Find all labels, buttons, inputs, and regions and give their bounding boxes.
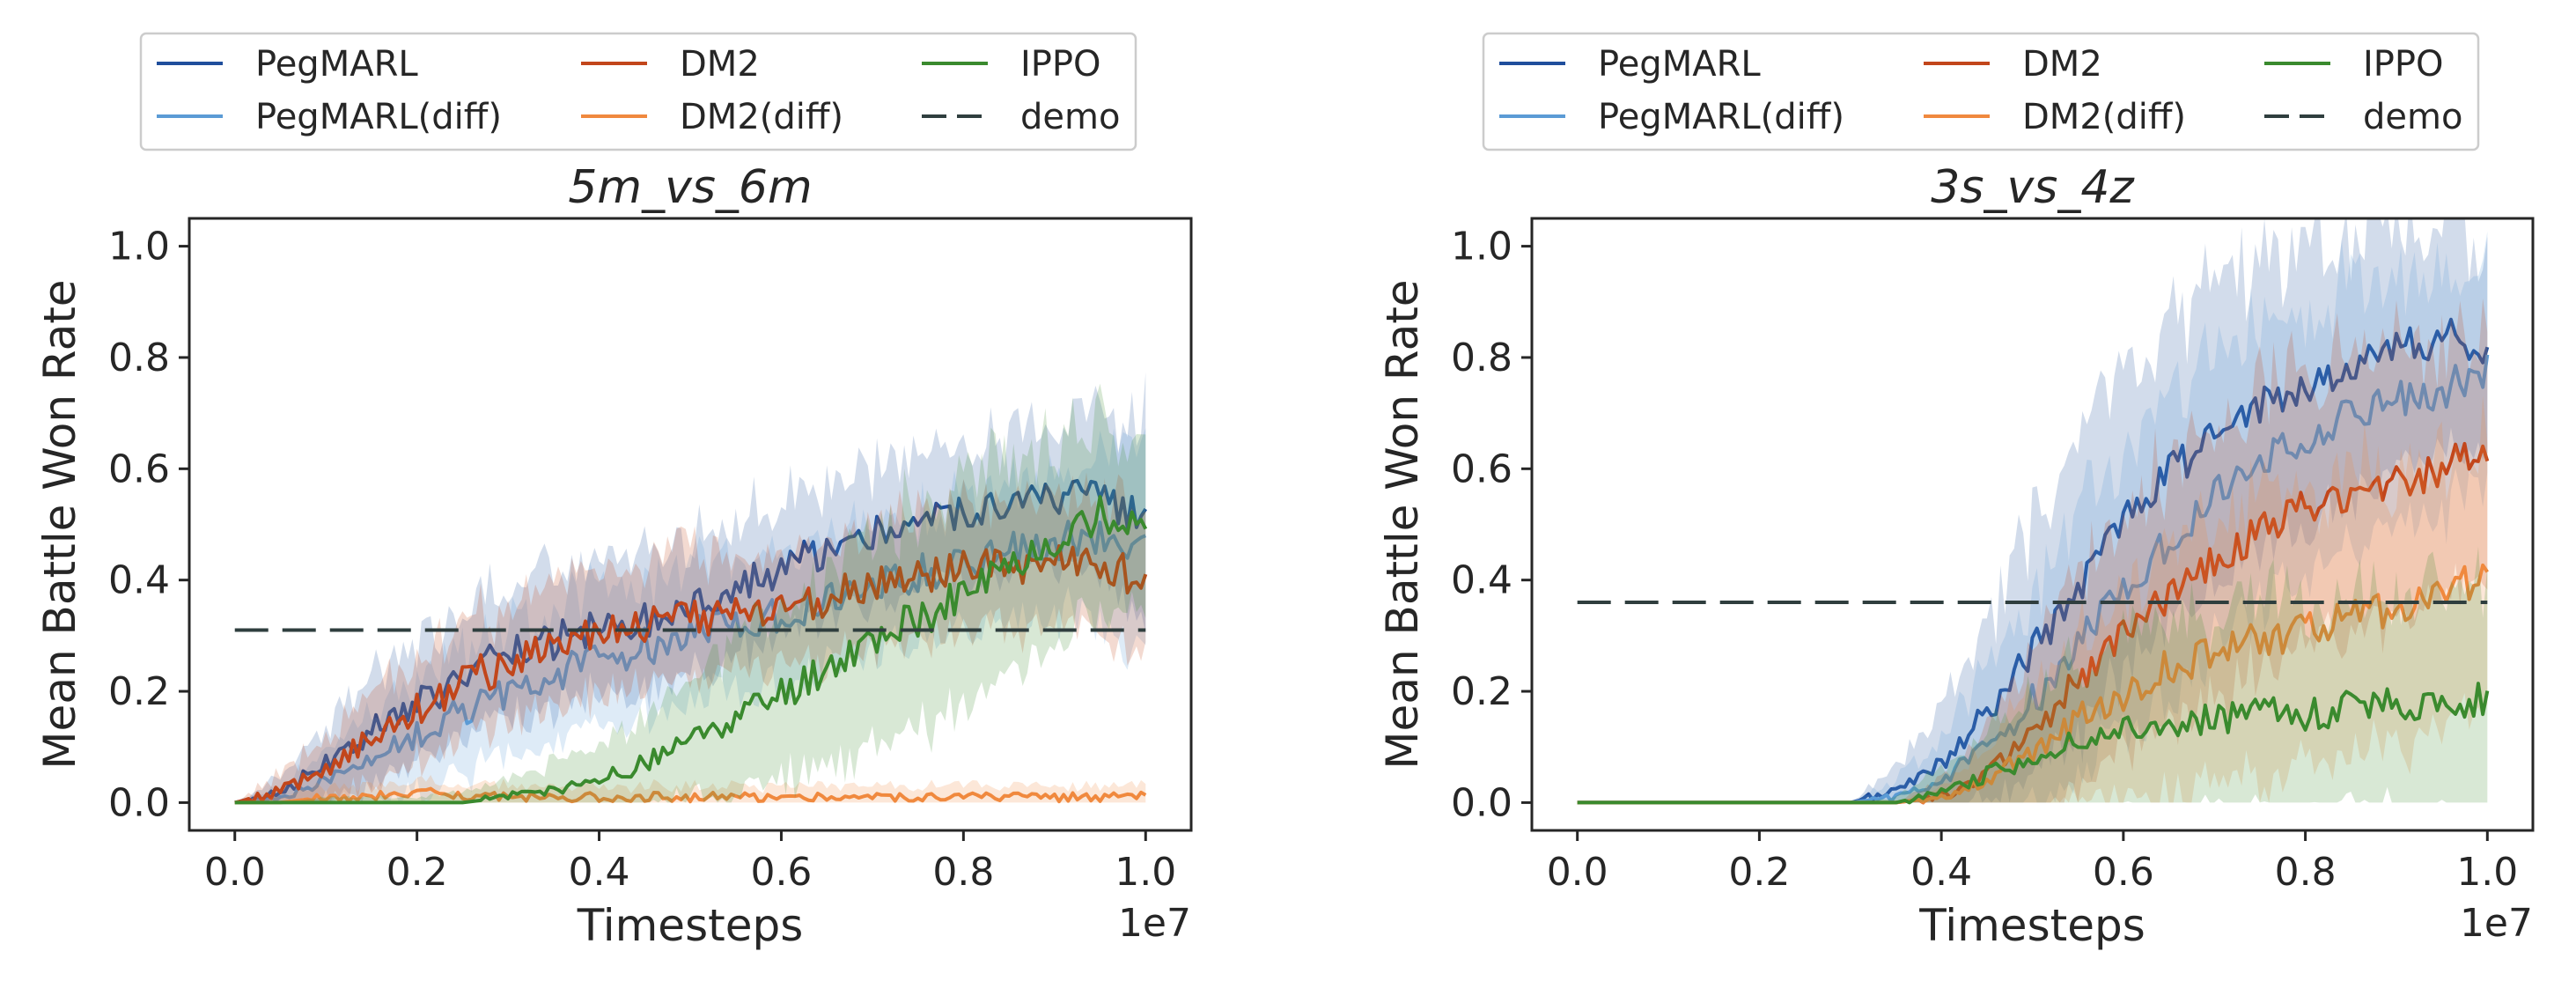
y-tick-label: 0.2 [108,669,170,714]
series-band-pegmarl [234,372,1146,803]
series-band-pegmarl-diff- [1577,231,2488,803]
legend-label: DM2(diff) [2022,97,2186,137]
x-tick-label: 0.4 [569,850,630,895]
legend: PegMARL PegMARL(diff) DM2 DM2(diff) IPPO demo [139,32,1137,151]
plot-area [1577,218,2490,805]
plot-area [234,372,1148,805]
y-tick-label: 0.4 [1451,558,1512,603]
chart-panel-0: 0.0 0.2 0.4 0.6 0.8 1.0 0.0 0.2 0.4 0.6 0.8 1.0 Time… [34,32,1193,951]
y-tick-label: 0.2 [1451,669,1512,714]
x-axis-label: Timesteps [1918,900,2145,951]
y-tick-label: 1.0 [108,225,170,269]
y-tick-label: 1.0 [1451,225,1512,269]
series-band-dm2 [1577,298,2488,803]
legend-label: DM2 [2022,44,2102,85]
x-tick-label: 0.2 [386,850,448,895]
y-tick-label: 0.4 [108,558,170,603]
y-tick-label: 0.8 [108,336,170,380]
x-tick-label: 0.8 [932,850,994,895]
legend-label: PegMARL [1598,44,1761,85]
plot-frame [188,217,1193,832]
x-offset-label: 1e7 [1118,901,1191,946]
legend-box [139,32,1137,151]
chart-panel-1: 0.0 0.2 0.4 0.6 0.8 1.0 0.0 0.2 0.4 0.6 0.8 1.0 Time… [1377,32,2535,951]
y-axis-label: Mean Battle Won Rate [1377,279,1428,769]
legend-label: PegMARL(diff) [255,97,502,137]
x-tick-label: 0.6 [750,850,812,895]
series-line-dm2 [234,544,1148,805]
y-tick-label: 0.0 [108,780,170,825]
legend-label: DM2 [680,44,760,85]
x-tick-label: 0.4 [1910,850,1972,895]
x-offset-label: 1e7 [2460,901,2533,946]
legend-label: DM2(diff) [680,97,843,137]
legend-label: IPPO [2363,44,2444,85]
x-tick-label: 0.2 [1728,850,1790,895]
y-tick-label: 0.6 [108,446,170,491]
series-band-pegmarl [1577,218,2488,803]
series-line-ippo [1577,682,2490,805]
x-tick-label: 1.0 [2456,850,2518,895]
legend: PegMARL PegMARL(diff) DM2 DM2(diff) IPPO demo [1482,32,2480,151]
chart-title: 3s_vs_4z [1931,161,2135,214]
y-axis-label: Mean Battle Won Rate [34,279,85,769]
y-tick-label: 0.0 [1451,780,1512,825]
y-tick-label: 0.6 [1451,446,1512,491]
plot-frame [1530,217,2535,832]
y-tick-label: 0.8 [1451,336,1512,380]
legend-label: IPPO [1020,44,1101,85]
series-band-dm2-diff- [1577,395,2488,803]
legend-label: PegMARL [255,44,418,85]
legend-label: PegMARL(diff) [1598,97,1844,137]
x-tick-label: 0.6 [2093,850,2154,895]
x-tick-label: 0.0 [1547,850,1608,895]
series-line-ippo [234,495,1148,805]
series-line-dm2-diff- [234,786,1147,805]
chart-title: 5m_vs_6m [568,161,812,214]
legend-label: demo [1020,97,1120,137]
legend-label: demo [2363,97,2462,137]
legend-box [1482,32,2480,151]
x-tick-label: 0.8 [2275,850,2337,895]
series-band-ippo [234,383,1146,803]
series-band-dm2 [234,472,1146,803]
series-band-ippo [1577,546,2488,803]
x-tick-label: 1.0 [1115,850,1176,895]
x-tick-label: 0.0 [204,850,266,895]
x-axis-label: Timesteps [577,900,804,951]
